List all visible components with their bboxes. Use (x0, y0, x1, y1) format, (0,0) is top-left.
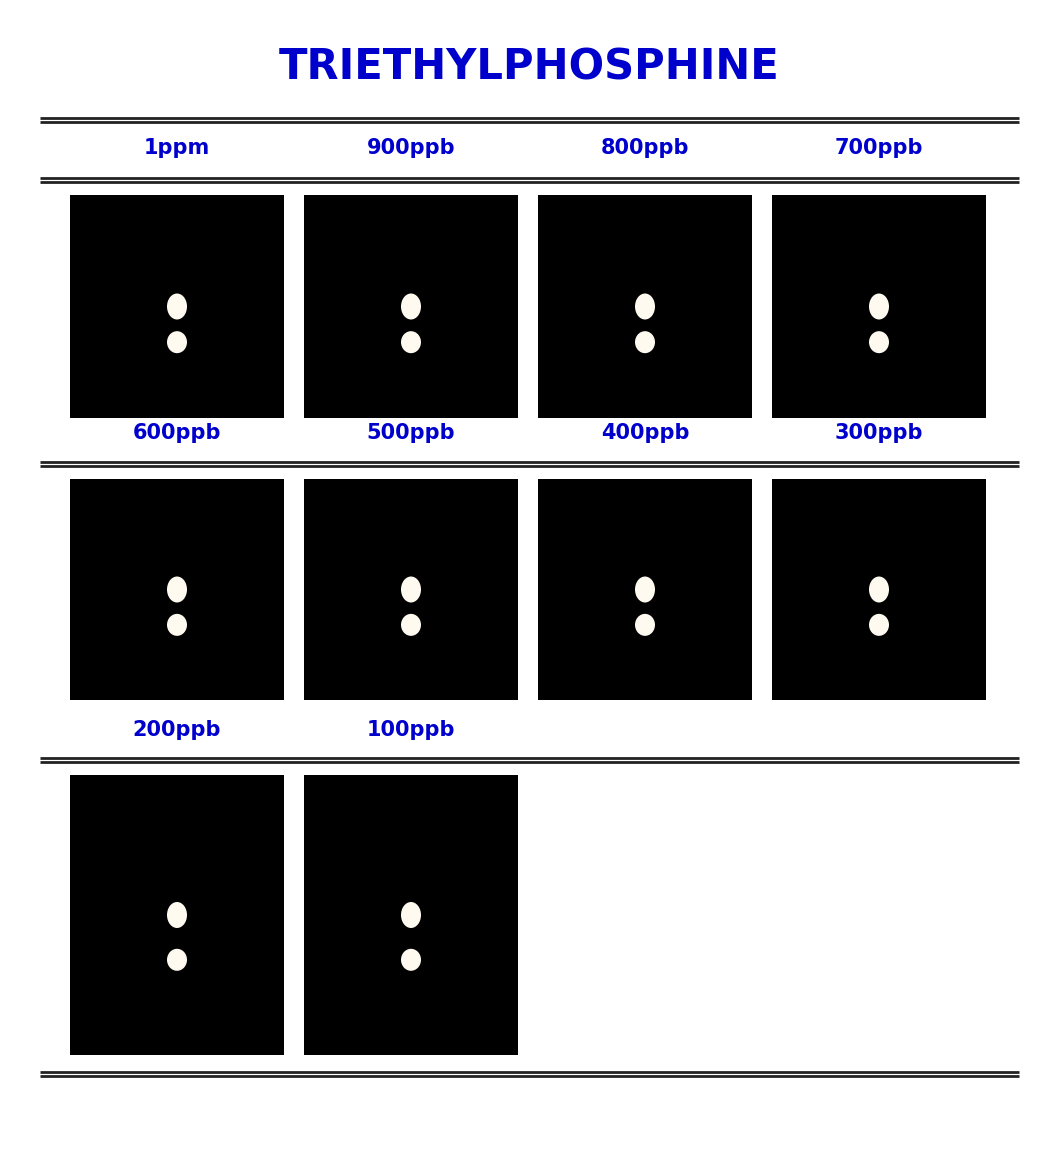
Bar (304, 776, 518, 1055)
Bar (70, 479, 284, 700)
Text: 600ppb: 600ppb (132, 423, 221, 443)
Bar (772, 479, 986, 700)
Ellipse shape (869, 614, 889, 635)
Ellipse shape (635, 577, 656, 603)
Ellipse shape (401, 614, 421, 635)
Text: 900ppb: 900ppb (366, 138, 455, 158)
Bar (70, 195, 284, 418)
Ellipse shape (167, 577, 187, 603)
Ellipse shape (167, 293, 187, 320)
Ellipse shape (401, 332, 421, 353)
Text: 200ppb: 200ppb (132, 719, 221, 741)
Bar (538, 195, 752, 418)
Ellipse shape (401, 948, 421, 971)
Ellipse shape (401, 293, 421, 320)
Ellipse shape (635, 293, 656, 320)
Ellipse shape (167, 614, 187, 635)
Ellipse shape (869, 577, 889, 603)
Text: TRIETHYLPHOSPHINE: TRIETHYLPHOSPHINE (280, 47, 779, 89)
Ellipse shape (635, 332, 656, 353)
Ellipse shape (401, 577, 421, 603)
Text: 400ppb: 400ppb (600, 423, 689, 443)
Bar (304, 195, 518, 418)
Text: 100ppb: 100ppb (366, 719, 455, 741)
Ellipse shape (167, 948, 187, 971)
Ellipse shape (869, 332, 889, 353)
Text: 1ppm: 1ppm (144, 138, 210, 158)
Text: 300ppb: 300ppb (834, 423, 923, 443)
Bar (304, 479, 518, 700)
Ellipse shape (635, 614, 656, 635)
Bar (70, 776, 284, 1055)
Bar (538, 479, 752, 700)
Text: 800ppb: 800ppb (600, 138, 689, 158)
Ellipse shape (401, 902, 421, 929)
Bar (772, 195, 986, 418)
Ellipse shape (167, 902, 187, 929)
Text: 700ppb: 700ppb (834, 138, 923, 158)
Ellipse shape (869, 293, 889, 320)
Ellipse shape (167, 332, 187, 353)
Text: 500ppb: 500ppb (366, 423, 455, 443)
